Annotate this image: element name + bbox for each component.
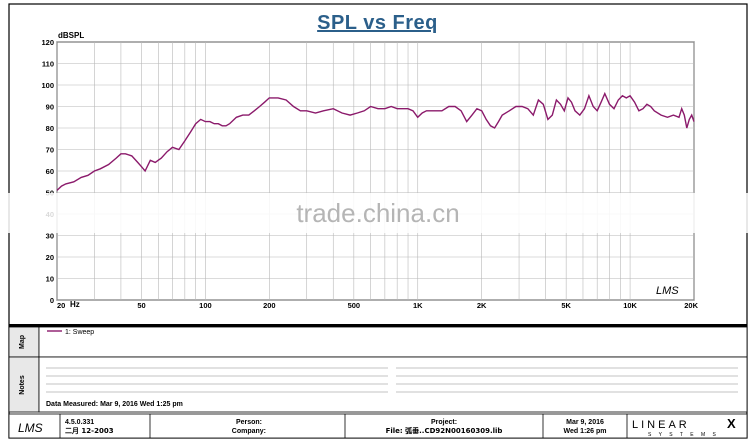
- y-axis-unit-label: dBSPL: [58, 31, 84, 40]
- notes-lines: [46, 367, 738, 393]
- x-tick-label: 5K: [561, 301, 571, 310]
- x-tick-label: 200: [263, 301, 276, 310]
- panel-divider: [9, 324, 747, 327]
- y-tick-label: 70: [46, 146, 54, 155]
- y-tick-label: 120: [41, 38, 54, 47]
- y-tick-label: 20: [46, 253, 54, 262]
- watermark-text: trade.china.cn: [296, 198, 459, 228]
- footer-box: [8, 413, 748, 439]
- map-panel: Map 1: Sweep: [8, 326, 748, 358]
- plot-area: 0102030405060708090100110120 20501002005…: [41, 31, 698, 310]
- x-tick-label: 2K: [477, 301, 487, 310]
- linearx-x: X: [727, 416, 736, 431]
- project-label: Project:: [431, 419, 457, 426]
- x-axis-unit-label: Hz: [70, 300, 80, 309]
- time-line: Wed 1:26 pm: [563, 428, 606, 435]
- file-label: File: 弧垂..CD92N00160309.lib: [386, 426, 503, 435]
- x-tick-label: 100: [199, 301, 212, 310]
- lms-signature: LMS: [656, 285, 679, 297]
- x-tick-label: 20: [57, 301, 65, 310]
- notes-label: Notes: [19, 375, 26, 395]
- x-tick-label: 500: [348, 301, 361, 310]
- version-date: 二月 12-2003: [65, 427, 114, 435]
- notes-panel: Notes Data Measured: Mar 9, 2016 Wed 1:2…: [8, 356, 748, 413]
- watermark-band: [0, 193, 755, 233]
- y-tick-label: 0: [50, 296, 54, 305]
- lms-footer-logo: LMS: [18, 421, 43, 435]
- company-label: Company:: [232, 428, 266, 435]
- x-tick-labels: 20 50 100 200 500 1K 2K 5K 10K 20K: [57, 301, 699, 310]
- y-tick-label: 30: [46, 232, 54, 241]
- data-measured-text: Data Measured: Mar 9, 2016 Wed 1:25 pm: [46, 401, 183, 408]
- y-tick-label: 110: [42, 60, 54, 69]
- map-legend-box: [38, 326, 748, 358]
- y-tick-label: 60: [46, 167, 54, 176]
- y-tick-labels: 0102030405060708090100110120: [41, 38, 54, 305]
- linearx-brand: LINEAR: [632, 419, 690, 431]
- y-tick-label: 10: [46, 275, 54, 284]
- legend-entry: 1: Sweep: [65, 329, 94, 336]
- x-tick-label: 10K: [623, 301, 637, 310]
- footer-bar: LMS 4.5.0.331 二月 12-2003 Person: Company…: [8, 413, 748, 439]
- y-tick-label: 90: [46, 103, 54, 112]
- sweep-curve: [56, 91, 695, 191]
- y-tick-label: 80: [46, 124, 54, 133]
- date-line: Mar 9, 2016: [566, 419, 604, 426]
- notes-side-tab: [8, 356, 40, 413]
- x-tick-label: 50: [137, 301, 145, 310]
- x-tick-label: 1K: [413, 301, 423, 310]
- notes-box: [38, 356, 748, 413]
- y-tick-label: 100: [41, 81, 54, 90]
- x-tick-label: 20K: [684, 301, 698, 310]
- chart-title: SPL vs Freq: [317, 12, 438, 34]
- map-label: Map: [19, 335, 26, 349]
- person-label: Person:: [236, 419, 262, 426]
- grid-lines: [56, 41, 695, 301]
- version-text: 4.5.0.331: [65, 419, 94, 426]
- linearx-systems: S Y S T E M S: [648, 432, 719, 438]
